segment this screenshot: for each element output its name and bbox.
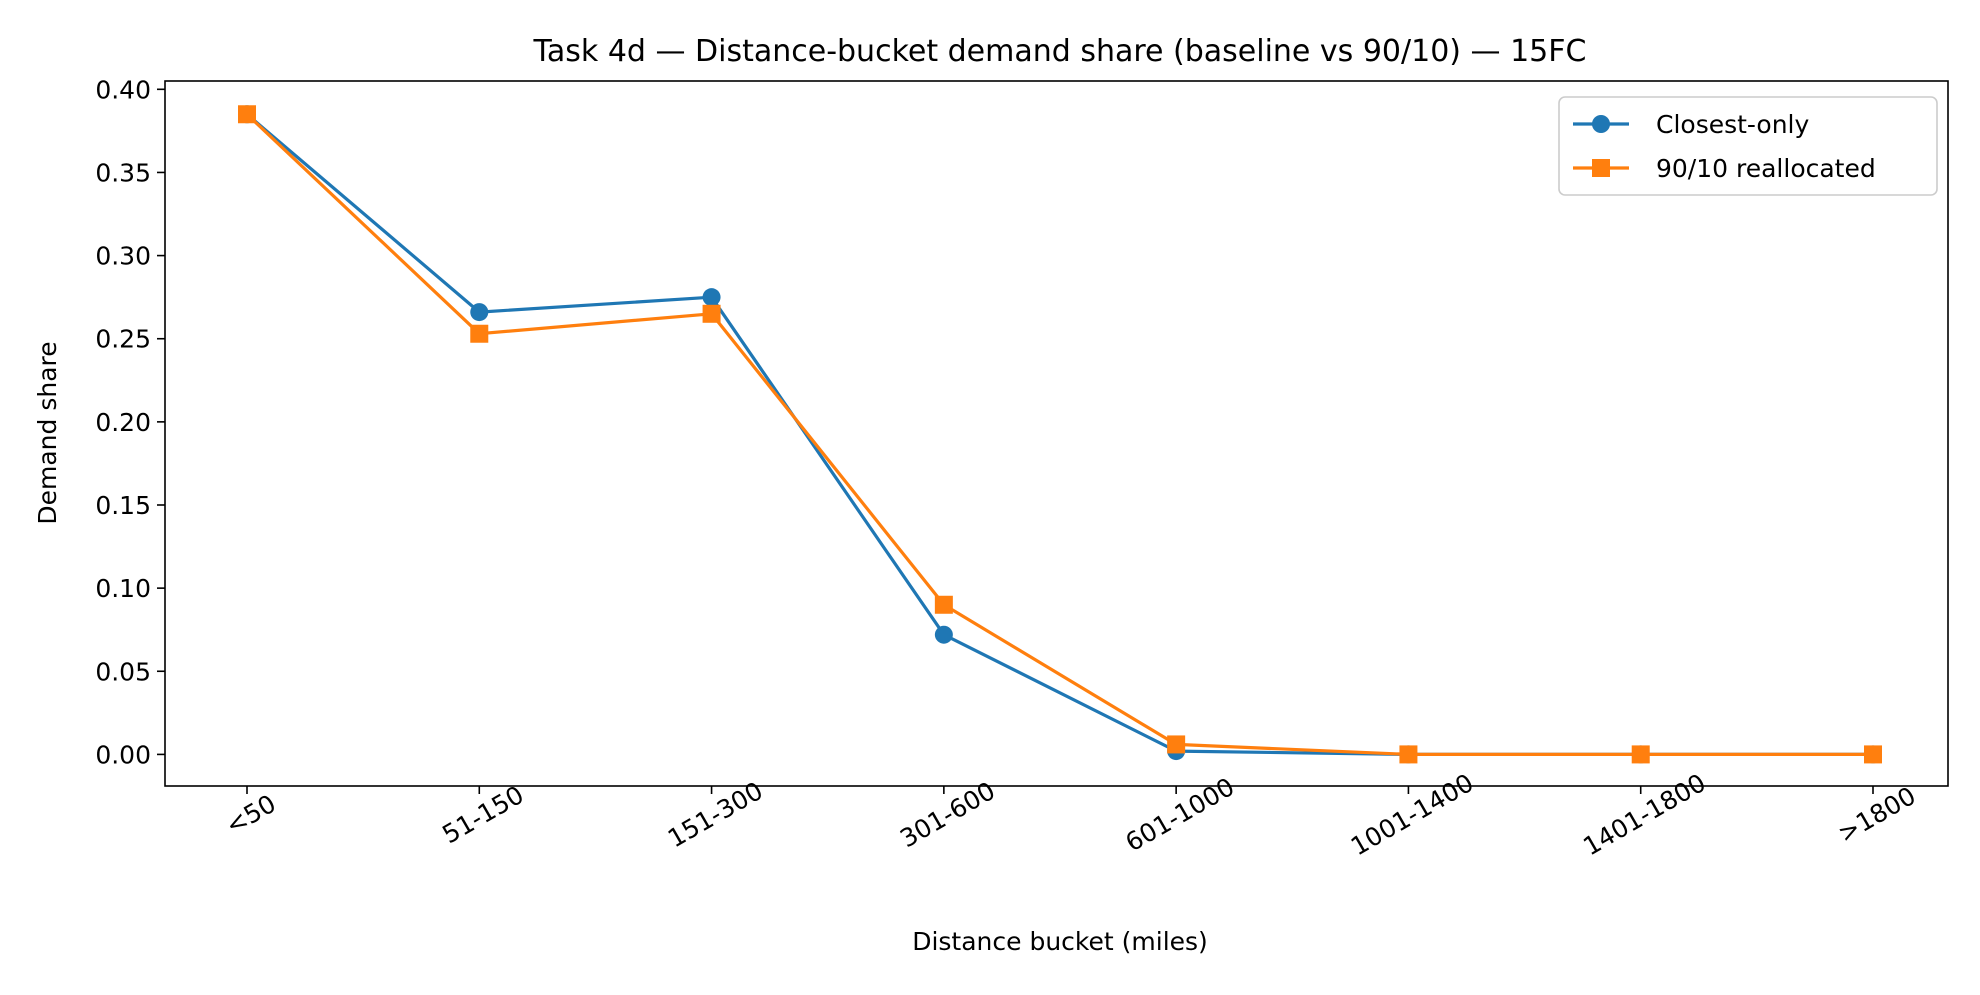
- legend: Closest-only 90/10 reallocated: [1558, 96, 1938, 196]
- chart-title: Task 4d — Distance-bucket demand share (…: [533, 34, 1587, 69]
- data-point: [1631, 745, 1650, 764]
- data-point: [1167, 735, 1186, 754]
- data-point: [702, 288, 721, 307]
- legend-label: Closest-only: [1656, 110, 1810, 139]
- data-point: [1399, 745, 1418, 764]
- legend-marker: [1592, 159, 1610, 177]
- data-point: [934, 595, 953, 614]
- legend-frame: [1558, 96, 1938, 196]
- legend-marker: [1592, 115, 1610, 133]
- y-tick-label: 0.10: [95, 574, 151, 603]
- legend-items: Closest-only 90/10 reallocated: [1573, 110, 1876, 183]
- y-tick-label: 0.00: [95, 740, 151, 769]
- plot-area-frame: [164, 80, 1949, 787]
- y-tick-label: 0.30: [95, 242, 151, 271]
- data-point: [934, 625, 953, 644]
- data-point: [702, 304, 721, 323]
- data-point: [470, 324, 489, 343]
- y-axis: 0.00 0.05 0.10 0.15 0.20 0.25 0.30 0.35 0.40: [95, 75, 165, 769]
- y-tick-label: 0.40: [95, 75, 151, 104]
- x-axis-label: Distance bucket (miles): [912, 927, 1208, 956]
- series-layer: [238, 105, 1882, 764]
- y-tick-label: 0.15: [95, 491, 151, 520]
- legend-label: 90/10 reallocated: [1656, 154, 1876, 183]
- y-tick-label: 0.25: [95, 325, 151, 354]
- legend-item: 90/10 reallocated: [1573, 154, 1876, 183]
- data-point: [238, 105, 256, 124]
- y-axis-label: Demand share: [33, 341, 62, 524]
- y-tick-label: 0.20: [95, 408, 151, 437]
- series-line: [245, 113, 1873, 757]
- series: [238, 105, 1882, 764]
- y-tick-label: 0.05: [95, 657, 151, 686]
- data-point: [1864, 745, 1882, 764]
- legend-item: Closest-only: [1573, 110, 1810, 139]
- y-tick-label: 0.35: [95, 158, 151, 187]
- data-point: [470, 303, 489, 322]
